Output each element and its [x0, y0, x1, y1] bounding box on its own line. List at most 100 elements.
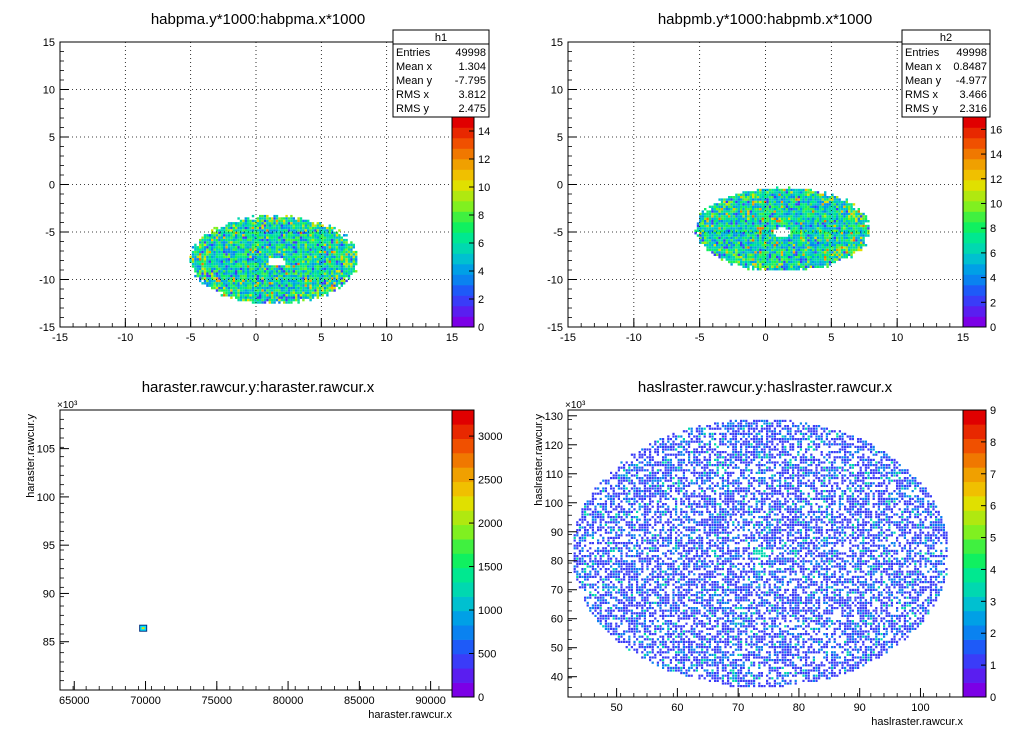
- heat-cell: [612, 596, 615, 599]
- heat-cell: [314, 258, 317, 261]
- heat-cell: [780, 260, 784, 264]
- heat-cell: [730, 203, 733, 206]
- heat-cell: [766, 256, 769, 259]
- heat-cell: [328, 272, 331, 275]
- heat-cell: [855, 232, 858, 235]
- color-scale-swatch: [452, 453, 474, 468]
- heat-cell: [759, 253, 762, 256]
- heat-cell: [602, 508, 605, 511]
- heat-cell: [323, 260, 327, 263]
- heat-cell: [807, 188, 810, 192]
- heat-cell: [215, 270, 219, 273]
- heat-cell: [737, 232, 740, 235]
- heat-cell: [249, 270, 252, 273]
- heat-cell: [594, 492, 597, 495]
- heat-cell: [768, 229, 772, 232]
- y-tick-label: 10: [43, 85, 55, 97]
- heat-cell: [812, 260, 815, 264]
- heat-cell: [728, 232, 731, 235]
- heat-cell: [701, 232, 704, 235]
- heat-cell: [328, 286, 331, 290]
- heat-cell: [620, 586, 623, 589]
- heat-cell: [297, 291, 300, 295]
- heat-cell: [227, 241, 231, 244]
- heat-cell: [273, 250, 276, 254]
- heat-cell: [201, 248, 204, 251]
- heat-cell: [790, 215, 793, 218]
- heat-cell: [768, 215, 772, 218]
- heat-cell: [778, 263, 781, 266]
- heat-cell: [237, 282, 240, 285]
- heat-cell: [862, 217, 865, 220]
- heat-cell: [355, 260, 358, 263]
- heat-cell: [850, 246, 853, 249]
- heat-cell: [333, 289, 336, 292]
- heat-cell: [845, 239, 848, 242]
- heat-cell: [244, 250, 247, 254]
- heat-cell: [319, 294, 322, 297]
- heat-cell: [773, 268, 776, 271]
- heat-cell: [225, 294, 228, 297]
- heat-cell: [771, 196, 774, 199]
- heat-cell: [716, 229, 719, 232]
- heat-cell: [275, 253, 279, 256]
- heat-cell: [268, 296, 271, 299]
- heat-cell: [821, 208, 824, 211]
- heat-cell: [816, 248, 820, 252]
- heat-cell: [824, 263, 827, 266]
- heat-cell: [290, 301, 293, 304]
- heat-cell: [206, 255, 209, 259]
- z-tick-label: 0: [478, 692, 484, 704]
- heat-cell: [792, 203, 796, 206]
- heat-cell: [589, 526, 592, 529]
- heat-cell: [213, 274, 216, 278]
- heat-cell: [833, 251, 836, 254]
- heat-cell: [845, 212, 848, 216]
- color-scale-swatch: [452, 316, 474, 328]
- heat-cell: [259, 265, 262, 268]
- heat-cell: [754, 196, 757, 199]
- heat-cell: [737, 212, 740, 216]
- heat-cell: [249, 241, 252, 244]
- heat-cell: [213, 286, 216, 290]
- heat-cell: [235, 260, 238, 263]
- heat-cell: [824, 244, 827, 247]
- heat-cell: [278, 236, 281, 239]
- heat-cell: [802, 229, 805, 232]
- heat-cell: [778, 265, 781, 268]
- heat-cell: [718, 217, 721, 220]
- heat-cell: [299, 234, 303, 237]
- heat-cell: [610, 505, 613, 508]
- heat-cell: [232, 236, 235, 239]
- heat-cell: [845, 229, 848, 232]
- heat-cell: [215, 258, 219, 261]
- heat-cell: [790, 232, 793, 235]
- heat-cell: [848, 212, 851, 216]
- heat-cell: [852, 210, 856, 213]
- heat-cell: [309, 270, 312, 273]
- heat-cell: [776, 253, 779, 256]
- heat-cell: [792, 263, 796, 266]
- heat-cell: [728, 205, 731, 208]
- heat-cell: [208, 236, 211, 239]
- heat-cell: [271, 222, 274, 225]
- heat-cell: [824, 234, 827, 237]
- heat-cell: [211, 258, 214, 261]
- heat-cell: [599, 622, 602, 625]
- heat-cell: [230, 222, 233, 225]
- heat-cell: [307, 222, 310, 225]
- heat-cell: [761, 208, 764, 211]
- heat-cell: [615, 630, 618, 633]
- heat-cell: [615, 531, 618, 534]
- heat-cell: [699, 224, 702, 228]
- heat-cell: [766, 236, 769, 240]
- heat-cell: [333, 258, 336, 261]
- heat-cell: [316, 286, 319, 290]
- heat-cell: [752, 260, 755, 264]
- heat-cell: [785, 241, 788, 244]
- heat-cell: [740, 224, 743, 228]
- heat-cell: [247, 258, 250, 261]
- heat-cell: [713, 203, 716, 206]
- heat-cell: [617, 575, 620, 578]
- heat-cell: [821, 263, 824, 266]
